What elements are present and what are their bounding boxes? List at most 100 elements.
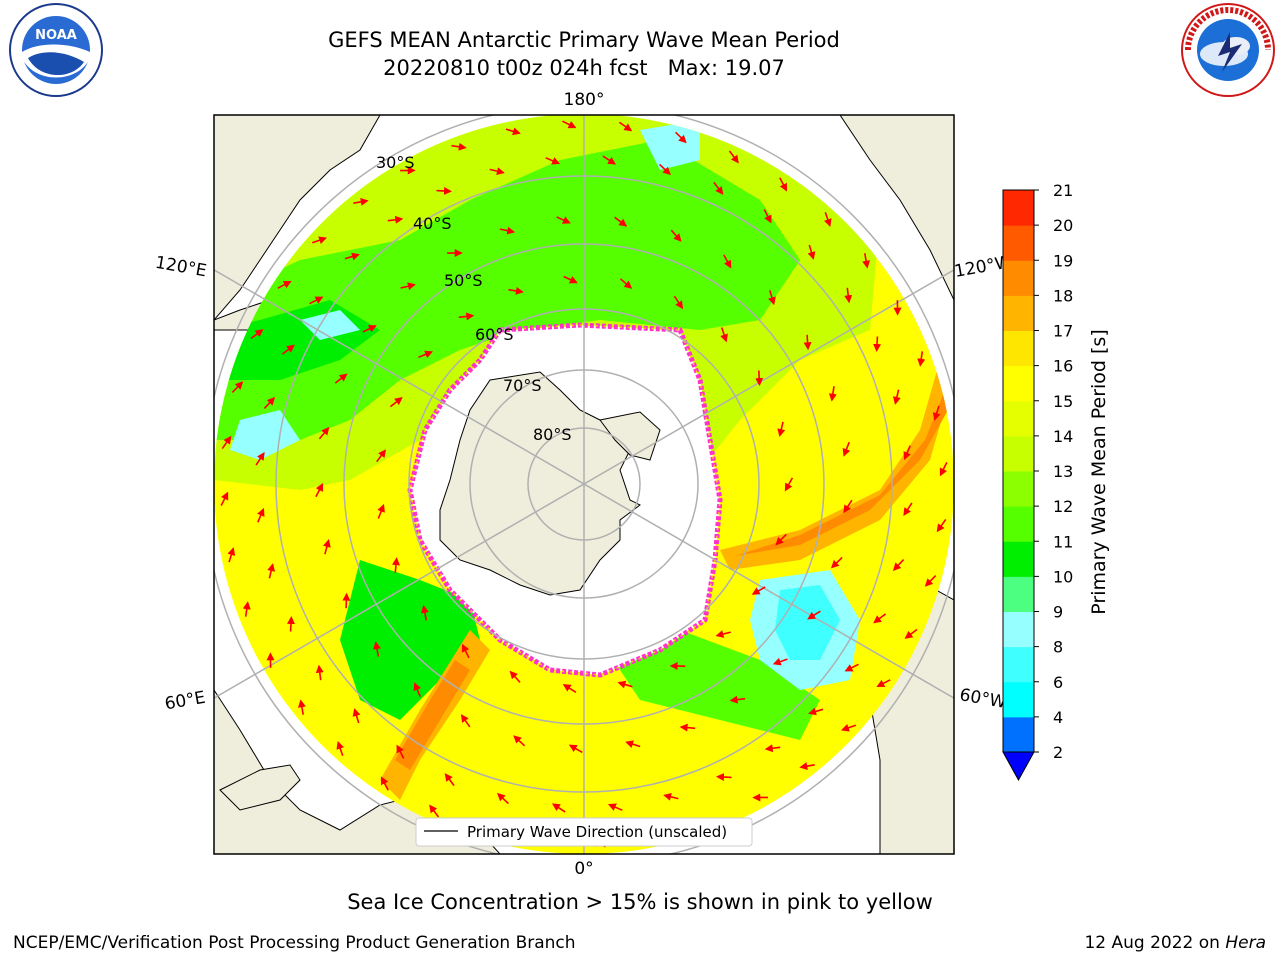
wave-direction-arrow <box>904 628 918 639</box>
colorbar-tick-label: 21 <box>1053 181 1073 200</box>
noaa-logo-text: NOAA <box>35 28 77 43</box>
wave-direction-arrow <box>723 254 732 269</box>
footer-date-text: 12 Aug 2022 on <box>1084 933 1226 953</box>
wave-direction-arrow <box>715 630 731 638</box>
wave-direction-arrow <box>396 744 405 759</box>
wave-direction-arrow <box>720 327 728 343</box>
lat-label-60s: 60°S <box>475 325 514 344</box>
wave-direction-arrow <box>775 533 787 546</box>
wave-direction-arrow <box>461 643 470 659</box>
colorbar-tick-label: 18 <box>1053 286 1073 305</box>
lat-label-70s: 70°S <box>503 376 542 395</box>
wave-direction-arrow <box>451 142 467 151</box>
noaa-logo-icon: NOAA <box>9 3 103 97</box>
wave-direction-arrow <box>315 664 324 681</box>
colorbar-tick-label: 6 <box>1053 673 1063 692</box>
wave-direction-arrow <box>619 278 633 289</box>
wave-direction-arrow <box>362 325 377 333</box>
wave-direction-arrow <box>807 610 821 620</box>
lat-label-80s: 80°S <box>533 425 572 444</box>
lon-label-60w: 60°W <box>958 685 1008 713</box>
wave-direction-arrow <box>614 216 628 227</box>
colorbar-swatch <box>1003 716 1034 753</box>
wave-direction-arrow <box>297 699 306 715</box>
wave-direction-arrow <box>387 215 404 224</box>
footer-branch: NCEP/EMC/Verification Post Processing Pr… <box>13 933 576 953</box>
wave-direction-arrow <box>673 295 684 310</box>
wave-direction-arrow <box>352 708 361 724</box>
wave-direction-arrow <box>508 286 524 295</box>
wave-direction-arrow <box>413 682 422 698</box>
wave-direction-arrow <box>334 373 348 384</box>
colorbar-tick-label: 2 <box>1053 743 1063 762</box>
wave-direction-arrow <box>373 641 381 657</box>
wave-direction-arrow <box>842 441 851 457</box>
colorbar-tick-label: 14 <box>1053 427 1073 446</box>
colorbar-tick-label: 20 <box>1053 216 1073 235</box>
wave-direction-arrow <box>892 559 905 571</box>
colorbar-tick-label: 4 <box>1053 708 1063 727</box>
colorbar-swatch <box>1003 471 1034 507</box>
wave-direction-arrow <box>458 312 475 321</box>
lat-label-50s: 50°S <box>444 271 483 290</box>
wave-direction-arrow <box>436 186 452 195</box>
wave-direction-arrow <box>400 282 416 291</box>
footer-machine: Hera <box>1225 933 1266 953</box>
wave-direction-arrow <box>353 197 369 206</box>
wave-direction-arrow <box>231 381 244 393</box>
colorbar-swatch <box>1003 435 1034 472</box>
map-panel <box>214 115 954 854</box>
wave-direction-arrow <box>768 290 776 306</box>
wave-direction-arrow <box>263 397 276 409</box>
wave-direction-arrow <box>799 762 815 771</box>
colorbar-swatch <box>1003 225 1034 261</box>
wave-direction-arrow <box>429 804 440 818</box>
wave-direction-arrow <box>257 507 265 523</box>
wave-direction-arrow <box>336 740 345 757</box>
wave-direction-arrow <box>602 155 617 165</box>
wave-direction-arrow <box>777 421 786 438</box>
lat-label-40s: 40°S <box>413 214 452 233</box>
wave-direction-arrow <box>659 163 671 176</box>
chart-title: GEFS MEAN Antarctic Primary Wave Mean Pe… <box>0 26 1168 82</box>
wave-direction-arrow <box>309 296 324 305</box>
wave-direction-arrow <box>675 131 687 144</box>
wave-direction-arrow <box>939 462 948 477</box>
legend-label: Primary Wave Direction (unscaled) <box>467 823 727 841</box>
wave-direction-arrow <box>499 226 516 235</box>
wave-direction-arrow <box>618 121 633 132</box>
colorbar-tick-label: 19 <box>1053 251 1073 270</box>
colorbar-tick-label: 8 <box>1053 638 1063 657</box>
wave-direction-arrow <box>267 563 276 579</box>
lon-label-180: 180° <box>564 90 605 110</box>
wave-direction-arrow <box>220 491 229 506</box>
wave-direction-arrow <box>418 350 433 359</box>
sea-ice-note: Sea Ice Concentration > 15% is shown in … <box>347 890 933 914</box>
title-line-2: 20220810 t00z 024h fcst Max: 19.07 <box>383 56 785 80</box>
wave-direction-arrow <box>242 601 251 617</box>
wave-direction-arrow <box>344 252 360 261</box>
wave-direction-arrow <box>663 792 679 801</box>
wave-direction-arrow <box>281 344 295 355</box>
wave-direction-arrow <box>322 539 331 555</box>
wave-direction-arrow <box>917 351 926 367</box>
wave-direction-arrow <box>764 744 781 753</box>
colorbar-swatch <box>1003 365 1034 402</box>
colorbar-label: Primary Wave Mean Period [s] <box>1088 329 1110 614</box>
colorbar-tick-label: 13 <box>1053 462 1073 481</box>
wave-direction-arrow <box>924 575 937 587</box>
wave-direction-arrow <box>751 586 766 595</box>
wave-direction-arrow <box>679 723 696 732</box>
wave-direction-arrow <box>311 236 328 245</box>
map-legend: Primary Wave Direction (unscaled) <box>415 817 753 847</box>
colorbar-swatch <box>1003 576 1034 612</box>
wave-direction-arrow <box>617 680 633 689</box>
wave-direction-arrow <box>545 157 561 165</box>
wave-direction-arrow <box>713 181 724 195</box>
wave-direction-arrow <box>392 557 400 573</box>
wave-direction-arrow <box>844 287 853 304</box>
wave-direction-arrow <box>420 604 429 621</box>
wave-direction-arrow <box>460 714 471 728</box>
map-frame <box>213 114 955 855</box>
wave-direction-arrow <box>803 334 812 351</box>
